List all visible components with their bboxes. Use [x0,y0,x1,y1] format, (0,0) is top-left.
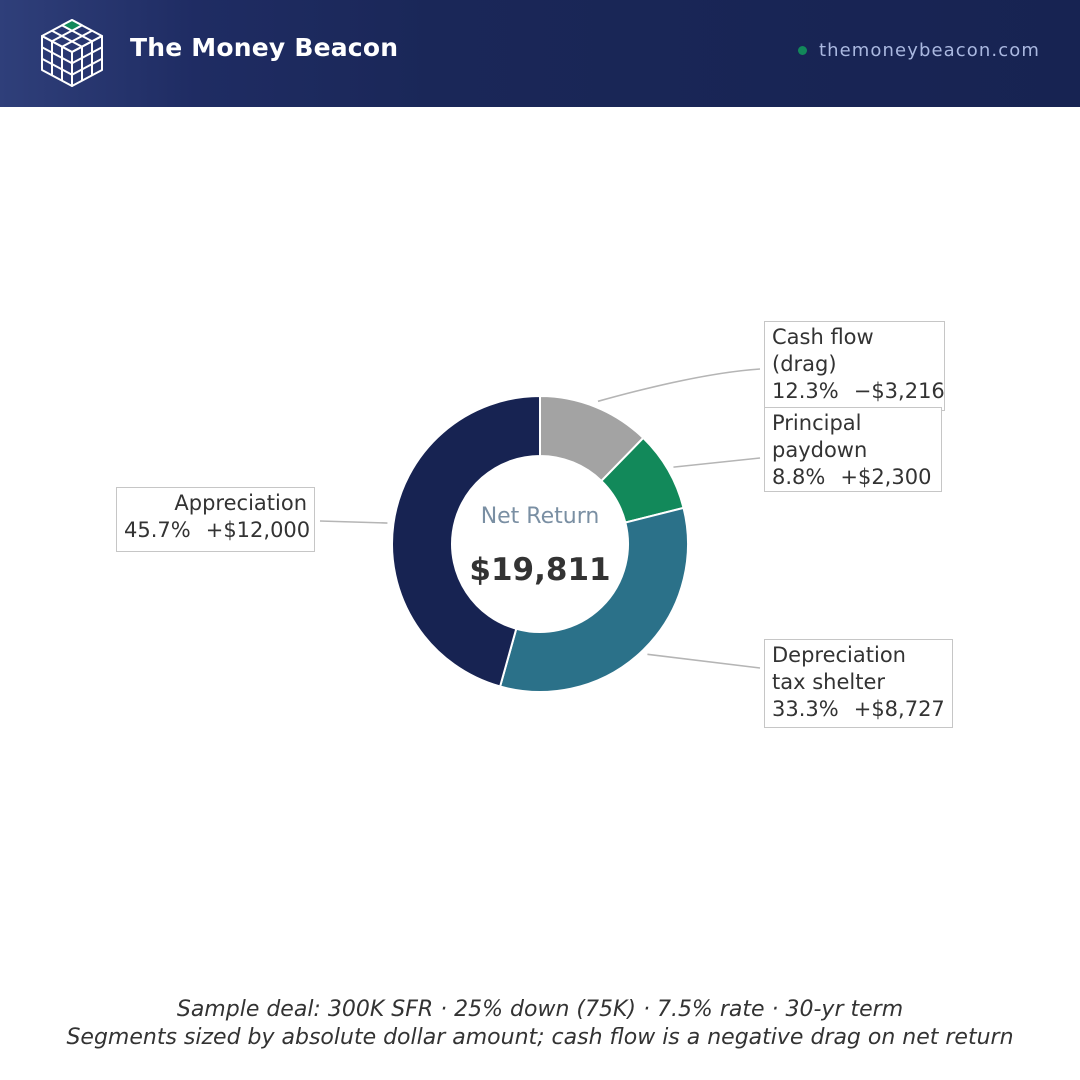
cube-grid-icon [41,19,103,87]
slice-name-line: paydown [772,438,868,462]
header-bar: The Money Beacon themoneybeacon.com [0,0,1080,107]
slice-percent: 12.3% [772,379,839,403]
slice-name-line: Depreciation [772,643,906,667]
center-value: $19,811 [469,552,611,588]
slice-value-line: 12.3% −$3,216 [772,378,945,405]
label-cash-flow: Cash flow (drag) 12.3% −$3,216 [764,321,945,411]
slice-value-line: 8.8% +$2,300 [772,464,934,491]
slice-percent: 45.7% [124,518,191,542]
label-appreciation: Appreciation 45.7% +$12,000 [116,487,315,552]
slice-amount: −$3,216 [853,379,945,403]
label-depreciation: Depreciation tax shelter 33.3% +$8,727 [764,639,953,728]
footnote-line-1: Sample deal: 300K SFR · 25% down (75K) ·… [176,997,904,1022]
slice-percent: 33.3% [772,697,839,721]
slice-amount: +$8,727 [853,697,945,721]
leader-line-depreciation [647,653,761,669]
slice-amount: +$2,300 [840,465,932,489]
slice-percent: 8.8% [772,465,826,489]
slice-appreciation [391,394,541,688]
label-principal: Principal paydown 8.8% +$2,300 [764,407,942,492]
slice-value-line: 33.3% +$8,727 [772,696,945,723]
status-dot [797,46,807,55]
leader-line-principal [673,457,761,468]
slice-name-line: (drag) [772,352,837,376]
leader-line-appreciation [319,520,388,524]
footnote-line-2: Segments sized by absolute dollar amount… [66,1025,1014,1050]
leader-line-cash-flow [597,368,761,403]
site-url[interactable]: themoneybeacon.com [818,40,1040,61]
slice-depreciation [498,506,689,693]
slice-name-line: Appreciation [174,491,307,515]
slice-name-line: Principal [772,411,862,435]
slice-value-line: 45.7% +$12,000 [124,517,311,544]
slice-name-line: tax shelter [772,670,885,694]
brand-title: The Money Beacon [130,33,399,62]
center-label: Net Return [480,504,600,529]
slice-amount: +$12,000 [205,518,311,542]
slice-name-line: Cash flow [772,325,874,349]
site-link[interactable]: themoneybeacon.com [797,40,1040,61]
